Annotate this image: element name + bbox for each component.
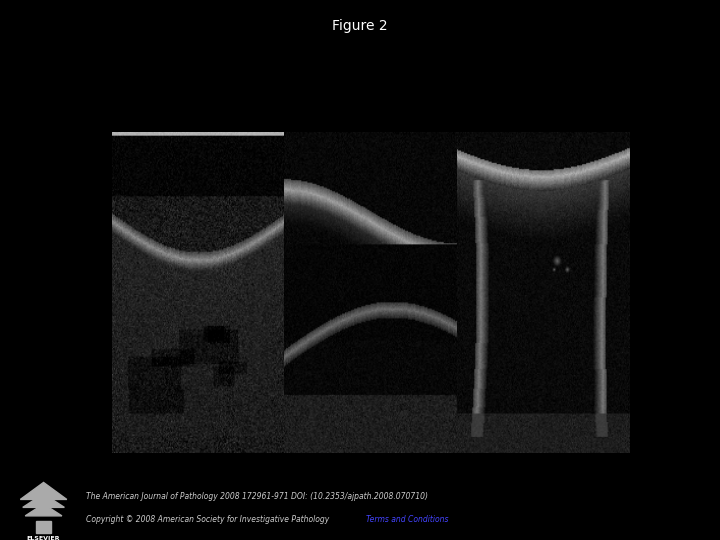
Text: Terms and Conditions: Terms and Conditions [366, 515, 449, 524]
Polygon shape [20, 482, 67, 500]
Polygon shape [23, 494, 64, 508]
Text: The American Journal of Pathology 2008 172961-971 DOI: (10.2353/ajpath.2008.0707: The American Journal of Pathology 2008 1… [86, 492, 428, 501]
Text: Copyright © 2008 American Society for Investigative Pathology: Copyright © 2008 American Society for In… [86, 515, 332, 524]
Text: A: A [193, 458, 203, 472]
Polygon shape [25, 504, 62, 516]
Text: ELSEVIER: ELSEVIER [27, 536, 60, 540]
Text: B: B [366, 458, 376, 472]
Text: Figure 2: Figure 2 [332, 19, 388, 33]
Text: C: C [539, 458, 549, 472]
Bar [36, 521, 51, 534]
